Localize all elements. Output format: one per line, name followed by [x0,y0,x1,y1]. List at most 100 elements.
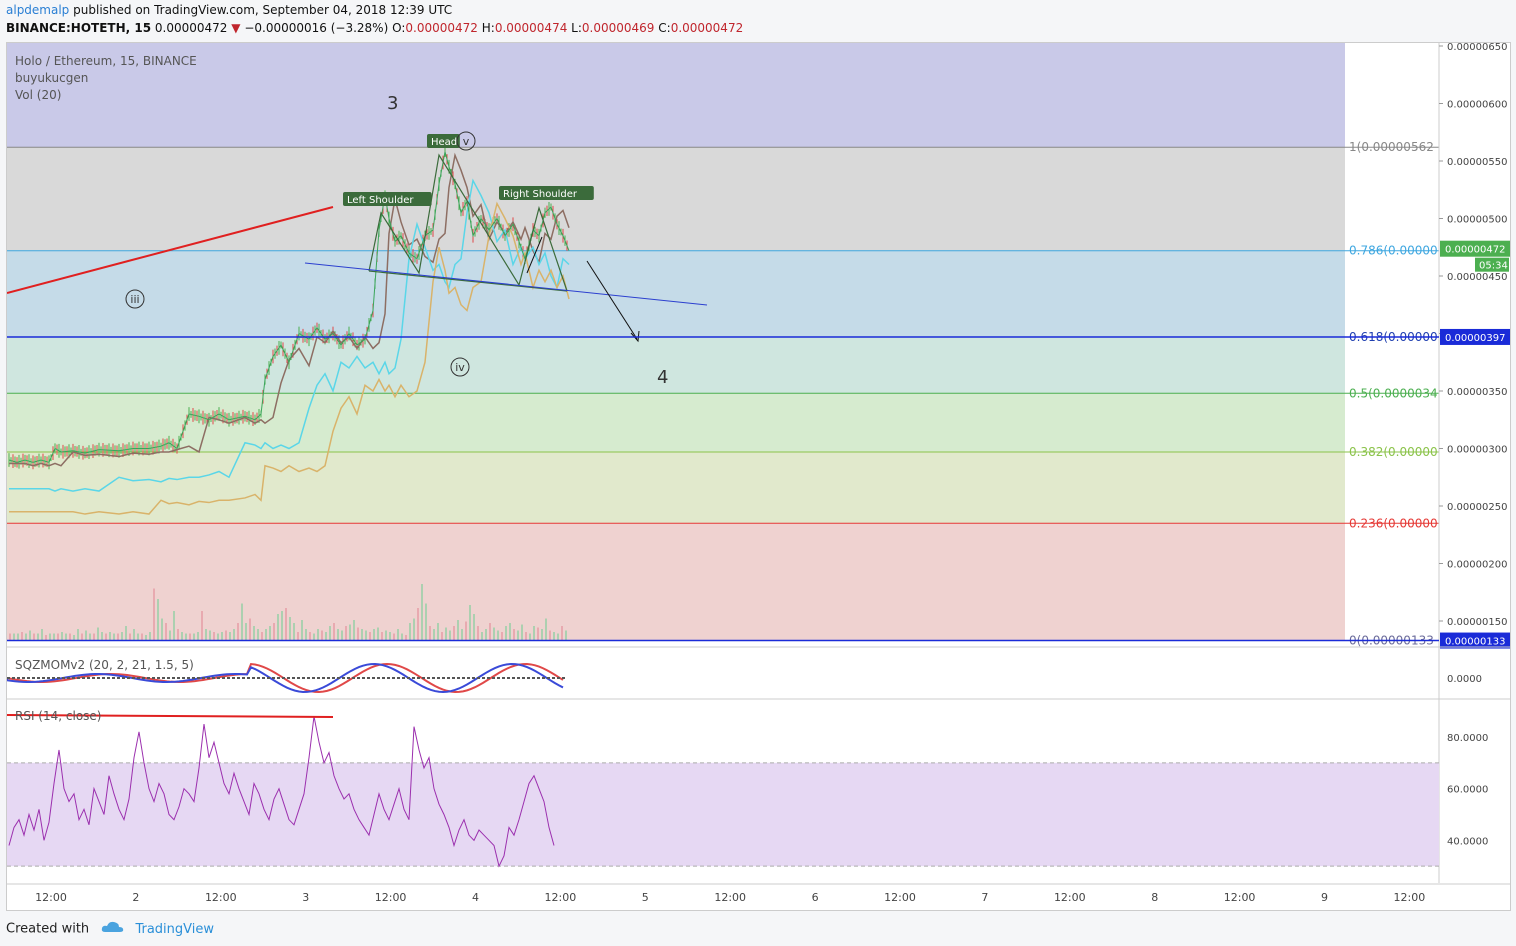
volume-bar [285,608,287,641]
volume-bar [149,632,151,641]
ma-mid-line [9,178,570,492]
time-tick-label: 9 [1321,891,1328,904]
volume-bar [497,630,499,641]
open-value: 0.00000472 [405,21,478,35]
volume-bar [169,630,171,641]
volume-bar [409,623,411,641]
volume-bar [521,624,523,641]
volume-bar [401,633,403,641]
volume-bar [97,627,99,641]
volume-bar [397,629,399,641]
volume-bar [329,626,331,641]
wave-iv-label: iv [455,361,465,374]
time-tick-label: 12:00 [545,891,577,904]
volume-bar [489,623,491,641]
time-tick-label: 7 [981,891,988,904]
volume-bar [381,632,383,641]
volume-bar [517,630,519,641]
volume-bar [349,624,351,641]
volume-bar [421,584,423,641]
volume-bar [281,611,283,641]
volume-bar [57,633,59,641]
volume-bar [321,630,323,641]
ma-short-line [9,152,570,467]
head-label: Head [431,137,457,148]
volume-bar [541,629,543,641]
volume-bar [209,630,211,641]
tradingview-link[interactable]: TradingView [135,921,214,937]
time-tick-label: 12:00 [1224,891,1256,904]
volume-bar [493,627,495,641]
chart-author: buyukucgen [15,71,88,85]
rsi-trend-line [7,714,334,718]
volume-bar [405,635,407,641]
left-shoulder-label: Left Shoulder [347,195,414,206]
blue-line-badge: 0.00000397 [1445,333,1505,344]
volume-bar [177,629,179,641]
volume-bar [501,632,503,641]
volume-bar [249,618,251,641]
volume-bar [41,629,43,641]
time-tick-label: 6 [812,891,819,904]
volume-bar [457,620,459,641]
time-tick-label: 2 [132,891,139,904]
volume-bar [229,632,231,641]
publish-info: alpdemalp published on TradingView.com, … [6,3,452,17]
time-tick-label: 12:00 [1054,891,1086,904]
price-line [8,151,570,463]
price-tick-label: 0.00000550 [1447,157,1507,168]
blue-line-badge-bg [1440,328,1510,345]
time-tick-label: 12:00 [1394,891,1426,904]
price-tick-label: 0.00000600 [1447,100,1507,111]
footer: Created with TradingView [6,920,214,938]
rsi-legend: RSI (14, close) [15,709,101,723]
wave-iv-label-circle [450,357,470,377]
volume-bar [437,623,439,641]
sqz-legend: SQZMOMv2 (20, 2, 21, 1.5, 5) [15,658,194,672]
time-tick-label: 3 [302,891,309,904]
time-tick-label: 5 [642,891,649,904]
arrow-head-icon [630,330,640,343]
volume-bar [205,629,207,641]
rsi-tick-label: 80.0000 [1447,733,1488,744]
bottom-line-badge-bg [1440,632,1510,649]
volume-bar [537,627,539,641]
rsi-tick-label: 60.0000 [1447,785,1488,796]
bottom-line-badge: 0.00000133 [1445,637,1505,648]
wave-iii-label: iii [130,293,139,306]
last-price: 0.00000472 [154,21,228,35]
volume-bar [17,633,19,641]
volume-bar [393,633,395,641]
volume-bar [525,632,527,641]
volume-bar [13,633,15,641]
chart-canvas[interactable]: 1(0.000005620.786(0.000000.618(0.000000.… [7,43,1510,910]
volume-bar [533,626,535,641]
price-tick-label: 0.00000450 [1447,272,1507,283]
volume-bar [137,633,139,641]
volume-bar [213,632,215,641]
volume-bar [93,633,95,641]
price-tick-label: 0.00000150 [1447,617,1507,628]
fib-zone [7,523,1345,641]
volume-bar [565,630,567,641]
time-tick-label: 12:00 [205,891,237,904]
time-tick-label: 12:00 [884,891,916,904]
author-link[interactable]: alpdemalp [6,3,70,17]
volume-bar [241,603,243,641]
high-label: H: [481,21,495,35]
volume-bar [105,633,107,641]
right-shoulder-label: Right Shoulder [503,189,578,200]
volume-bar [133,629,135,641]
volume-bar [473,614,475,641]
chart-frame[interactable]: 1(0.00000562 0.786(0.00000 0.618(0.00000 0.… [6,42,1511,911]
fib-label: 0.786(0.00000 [1349,244,1438,258]
volume-bar [561,626,563,641]
volume-bar [389,632,391,641]
fib-zone-1 [7,147,1345,251]
rsi-band [7,762,1439,867]
high-value: 0.00000474 [494,21,568,35]
volume-bar [201,611,203,641]
price-tick-label: 0.00000250 [1447,502,1507,513]
volume-bar [481,632,483,641]
volume-bar [333,623,335,641]
